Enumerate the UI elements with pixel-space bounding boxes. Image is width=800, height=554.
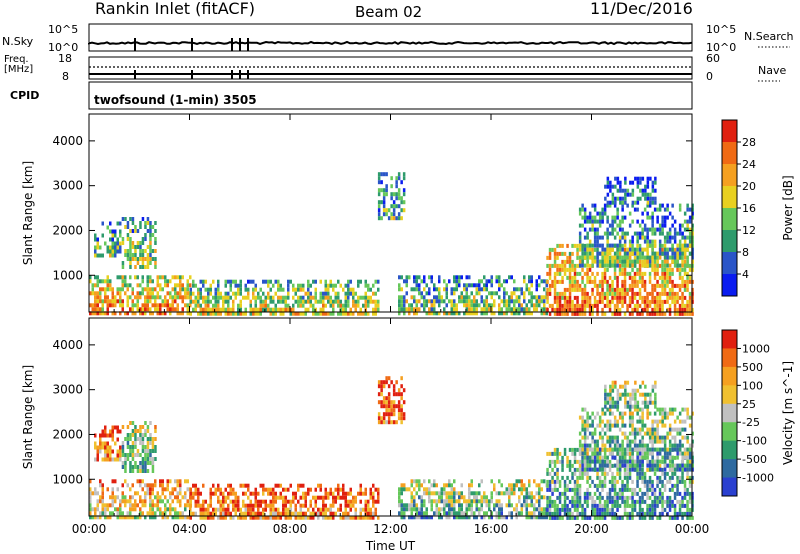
freq-bottom-tick: 8 <box>62 70 69 83</box>
colorbar-tick-label: 16 <box>742 202 756 215</box>
colorbar-tick-label: 24 <box>742 158 756 171</box>
date-label: 11/Dec/2016 <box>590 0 693 18</box>
echo-region-3 <box>189 483 380 520</box>
colorbar-swatch <box>722 208 737 231</box>
y-tick-label: 4000 <box>52 338 83 352</box>
echo-region-3 <box>189 279 380 316</box>
freq-trace <box>89 66 692 79</box>
colorbar-swatch <box>722 142 737 165</box>
echo-region-5 <box>398 275 548 316</box>
y-tick-label: 2000 <box>52 223 83 237</box>
colorbar-tick-label: -100 <box>742 435 767 448</box>
freq-unit-label: [MHz] <box>4 64 33 75</box>
nsky-line <box>88 40 693 46</box>
colorbar-label: Power [dB] <box>781 175 795 240</box>
colorbar-label: Velocity [m s^-1] <box>781 361 795 465</box>
x-tick-label: 20:00 <box>574 522 609 536</box>
x-tick-label: 16:00 <box>474 522 509 536</box>
echo-region-7 <box>578 407 694 472</box>
echo-region-0 <box>89 275 192 316</box>
echo-region-2 <box>121 421 157 473</box>
nave-label: Nave <box>758 64 786 77</box>
colorbar-swatch <box>722 385 737 405</box>
beam-label: Beam 02 <box>355 3 422 21</box>
y-tick-label: 2000 <box>52 427 83 441</box>
nsky-label: N.Sky <box>2 35 34 48</box>
echo-region-6 <box>546 243 694 316</box>
echo-region-2 <box>121 217 157 269</box>
echo-region-7 <box>578 203 694 268</box>
colorbar-swatch <box>722 477 737 497</box>
colorbar-swatch <box>722 459 737 479</box>
cpid-value: twofsound (1-min) 3505 <box>94 93 257 107</box>
colorbar-swatch <box>722 330 737 349</box>
colorbar-tick-label: 100 <box>742 379 763 392</box>
nave-bottom-tick: 0 <box>706 70 713 83</box>
colorbar-tick-label: 4 <box>742 268 749 281</box>
colorbar-tick-label: -500 <box>742 453 767 466</box>
y-tick-label: 3000 <box>52 383 83 397</box>
echo-region-1 <box>94 221 122 258</box>
y-tick-label: 4000 <box>52 134 83 148</box>
y-tick-label: 1000 <box>52 268 83 282</box>
colorbar-swatch <box>722 422 737 442</box>
cpid-label: CPID <box>10 89 39 102</box>
colorbar-tick-label: -25 <box>742 416 760 429</box>
colorbar-tick-label: 20 <box>742 180 756 193</box>
velocity-panel: 1000 2000 3000 4000 Slant Range [km] 00:00 04:… <box>21 317 710 553</box>
colorbar-swatch <box>722 274 737 297</box>
colorbar-swatch <box>722 186 737 209</box>
colorbar-tick-label: 1000 <box>742 342 770 355</box>
echo-region-8 <box>604 176 657 205</box>
nave-top-tick: 60 <box>706 52 720 65</box>
echo-region-1 <box>94 425 122 462</box>
colorbar-tick-label: 25 <box>742 398 756 411</box>
y-tick-label: 1000 <box>52 472 83 486</box>
colorbar-swatch <box>722 440 737 460</box>
nsky-top-tick: 10^5 <box>48 23 78 36</box>
y-axis-label: Slant Range [km] <box>21 365 35 469</box>
freq-strip-frame <box>88 56 693 80</box>
nsky-strip-frame <box>88 23 693 52</box>
colorbar-swatch <box>722 366 737 386</box>
echo-region-5 <box>398 479 548 520</box>
colorbar-swatch <box>722 252 737 275</box>
colorbar-swatch <box>722 403 737 423</box>
x-tick-label: 00:00 <box>72 522 107 536</box>
x-tick-label: 04:00 <box>172 522 207 536</box>
echo-region-4 <box>377 172 406 221</box>
x-tick-label: 08:00 <box>273 522 308 536</box>
x-tick-label: 12:00 <box>373 522 408 536</box>
nsky-bottom-tick: 10^0 <box>48 41 78 54</box>
colorbar-swatch <box>722 164 737 187</box>
y-axis-label: Slant Range [km] <box>21 161 35 265</box>
x-tick-label: 00:00 <box>675 522 710 536</box>
y-tick-label: 3000 <box>52 179 83 193</box>
freq-top-tick: 18 <box>58 52 72 65</box>
colorbar-swatch <box>722 230 737 253</box>
freq-label: Freq. <box>4 54 29 65</box>
colorbar-swatch <box>722 348 737 368</box>
cpid-strip-frame <box>88 81 693 110</box>
echo-region-4 <box>377 376 406 425</box>
nsearch-bottom-tick: 10^0 <box>706 41 736 54</box>
echo-region-8 <box>604 380 657 409</box>
colorbar-tick-label: 8 <box>742 246 749 259</box>
colorbar-tick-label: 28 <box>742 136 756 149</box>
velocity-colorbar: 1000 500 100 25 -25 -100 -500 -1000 Velocity [m … <box>721 329 795 497</box>
power-colorbar: 4 8 12 16 20 24 28 Power [dB] <box>721 119 795 297</box>
colorbar-tick-label: -1000 <box>742 472 774 485</box>
nsky-trace <box>88 38 693 51</box>
echo-region-0 <box>89 479 192 520</box>
colorbar-swatch <box>722 120 737 143</box>
x-axis-label: Time UT <box>365 539 416 553</box>
nsearch-label: N.Search <box>744 30 794 43</box>
colorbar-tick-label: 12 <box>742 224 756 237</box>
station-title: Rankin Inlet (fitACF) <box>95 0 255 18</box>
power-panel: 1000 2000 3000 4000 Slant Range [km] <box>21 113 694 316</box>
nsearch-top-tick: 10^5 <box>706 23 736 36</box>
colorbar-tick-label: 500 <box>742 361 763 374</box>
